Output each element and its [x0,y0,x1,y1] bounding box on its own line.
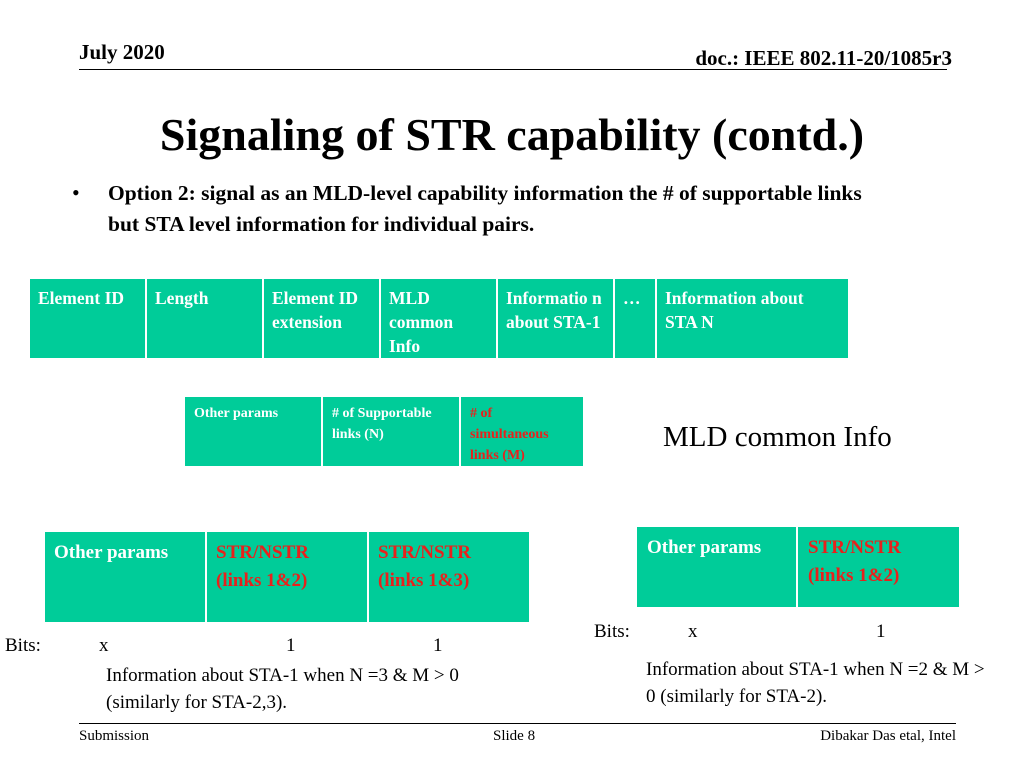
mld-field: Other params [185,397,323,466]
sta1-n3-note: Information about STA-1 when N =3 & M > … [106,665,459,713]
mld-common-info-caption: MLD common Info [663,421,892,453]
mld-field-highlight: # of simultaneous links (M) [461,397,583,466]
sta-field-highlight: STR/NSTR (links 1&2) [798,527,959,607]
sta1-n3-table: Other params STR/NSTR (links 1&2) STR/NS… [45,532,529,622]
bullet-marker: • [72,180,80,205]
bits-label: Bits: [594,621,630,642]
sta-field-highlight: STR/NSTR (links 1&3) [369,532,529,622]
sta1-n2-note: Information about STA-1 when N =2 & M > … [646,659,985,707]
bits-value: x [99,635,109,656]
bits-value: x [688,621,698,642]
slide-number: Slide 8 [493,728,536,744]
element-field: Element ID extension [264,279,381,358]
bits-value: 1 [876,621,886,642]
bits-label: Bits: [5,635,41,656]
element-field: Element ID [30,279,147,358]
element-field: Information about STA N [657,279,848,358]
header-divider [79,69,947,70]
bits-value: 1 [286,635,296,656]
bits-value: 1 [433,635,443,656]
sta-field: Other params [45,532,207,622]
bullet-text: Option 2: signal as an MLD-level capabil… [108,181,862,236]
sta1-n2-table: Other params STR/NSTR (links 1&2) [637,527,959,607]
element-field: MLD common Info [381,279,498,358]
element-field: … [615,279,657,358]
footer-divider [79,723,956,724]
mld-common-info-table: Other params # of Supportable links (N) … [185,397,583,466]
footer-submission: Submission [79,728,150,744]
element-field: Informatio n about STA-1 [498,279,615,358]
header-doc-id: doc.: IEEE 802.11-20/1085r3 [695,46,952,70]
footer-author: Dibakar Das etal, Intel [820,728,956,744]
mld-field: # of Supportable links (N) [323,397,461,466]
slide-title: Signaling of STR capability (contd.) [159,109,865,160]
sta-field: Other params [637,527,798,607]
element-format-table: Element ID Length Element ID extension M… [30,279,848,358]
element-field: Length [147,279,264,358]
header-date: July 2020 [79,40,165,64]
sta-field-highlight: STR/NSTR (links 1&2) [207,532,369,622]
